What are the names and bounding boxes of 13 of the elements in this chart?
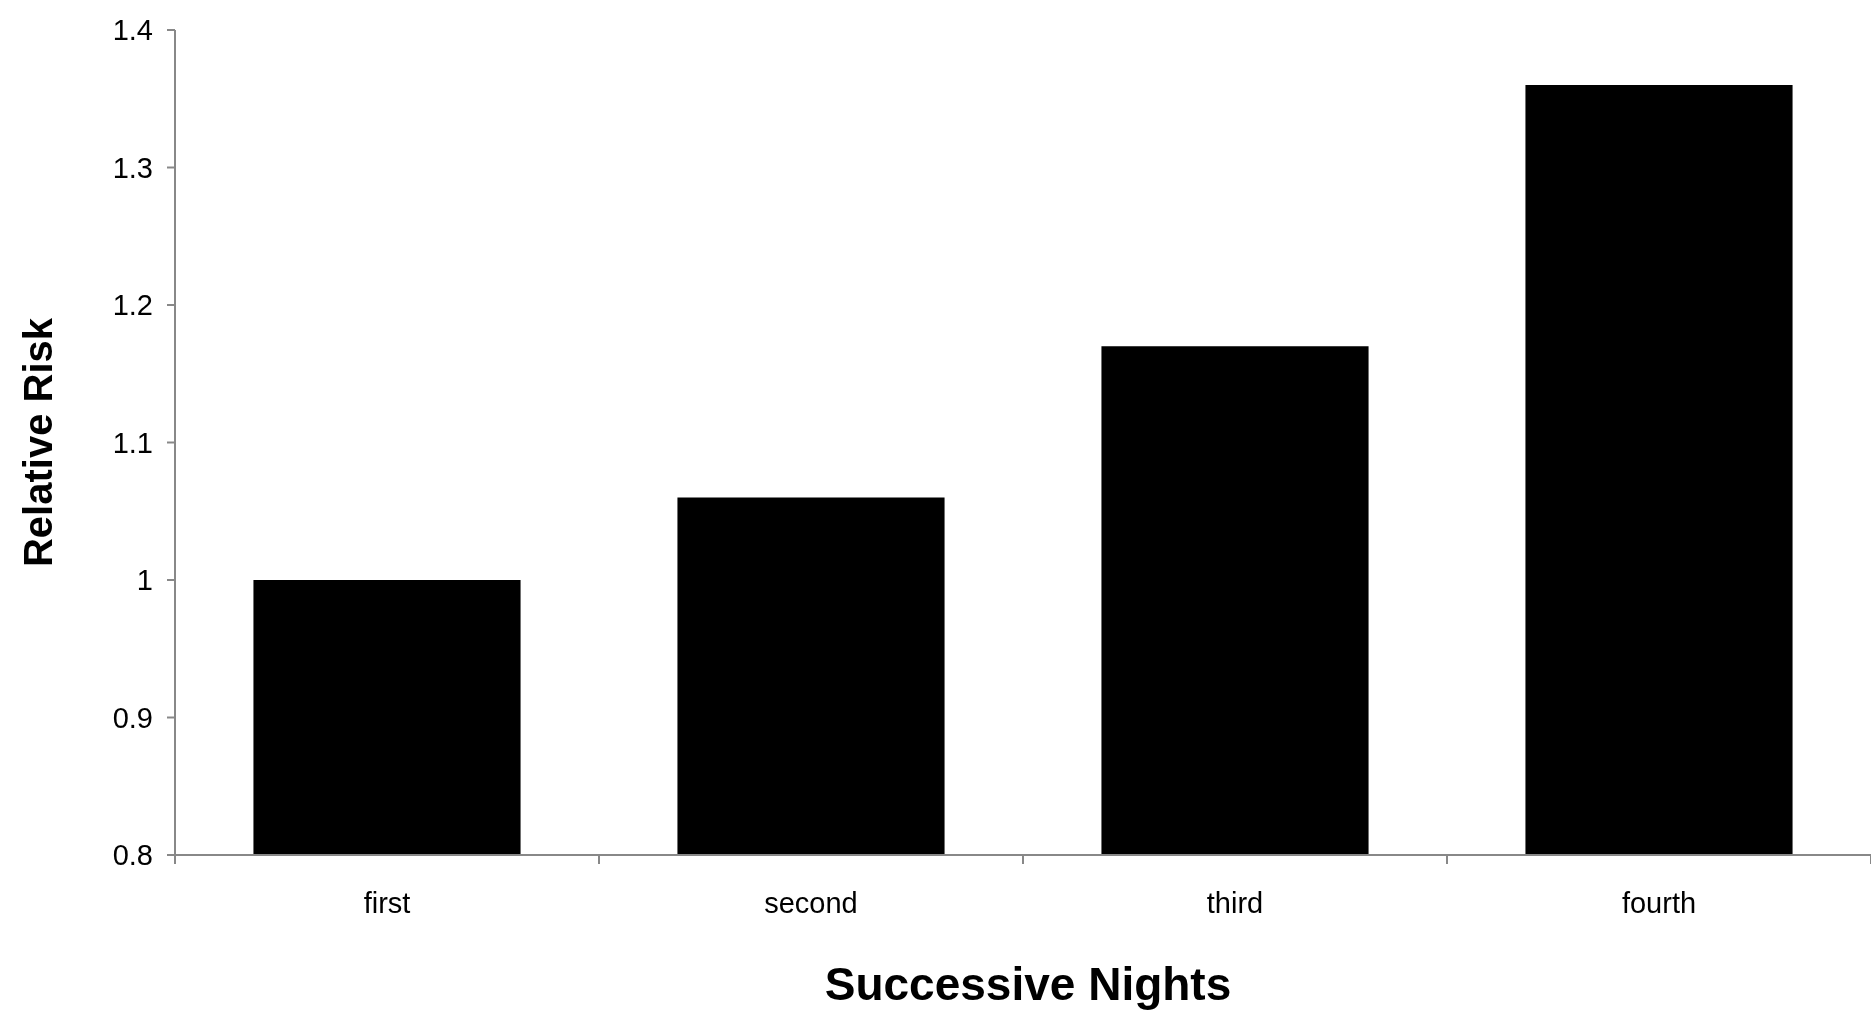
y-tick-label: 0.8	[112, 839, 153, 872]
x-tick-label: third	[1206, 887, 1264, 919]
x-axis-title: Successive Nights	[824, 958, 1232, 1010]
x-tick-label: fourth	[1621, 887, 1697, 919]
x-tick-label: first	[363, 887, 411, 919]
y-tick-label: 1.2	[112, 289, 153, 322]
y-tick-label: 1.3	[112, 151, 153, 184]
y-tick-label: 1.1	[112, 426, 153, 459]
y-tick-label: 0.9	[112, 701, 153, 734]
x-tick-label: second	[764, 887, 858, 919]
y-tick-label: 1.4	[112, 14, 153, 47]
y-tick-label: 1	[136, 564, 153, 597]
y-axis-title: Relative Risk	[16, 317, 60, 568]
